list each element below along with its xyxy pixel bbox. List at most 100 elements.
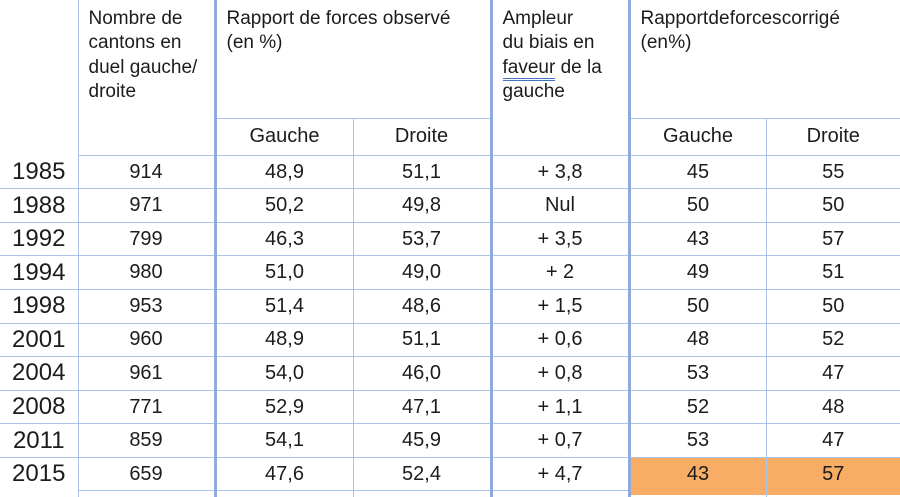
table-row-2015: 2015 659 47,6 52,4 + 4,7 43 57 bbox=[0, 456, 900, 491]
spacer-cell bbox=[78, 490, 217, 497]
year-cell: 2004 bbox=[0, 356, 79, 391]
subheader-observed-droite: Droite bbox=[353, 117, 493, 156]
corrected-droite-cell: 48 bbox=[766, 389, 900, 424]
observed-droite-cell: 48,6 bbox=[353, 289, 493, 324]
header-bias-underlined-word: faveur bbox=[502, 56, 556, 81]
cantons-cell: 914 bbox=[78, 154, 217, 189]
spacer-cell bbox=[353, 490, 493, 497]
year-cell: 1998 bbox=[0, 289, 79, 324]
bias-cell: + 0,8 bbox=[491, 356, 631, 391]
bias-cell: + 2 bbox=[491, 255, 631, 290]
corrected-gauche-cell: 43 bbox=[629, 221, 767, 256]
cantons-cell: 771 bbox=[78, 389, 217, 424]
table-row-1994: 1994 980 51,0 49,0 + 2 49 51 bbox=[0, 255, 900, 290]
corrected-droite-cell: 50 bbox=[766, 289, 900, 324]
subheader-corrected-gauche: Gauche bbox=[629, 117, 767, 156]
subheader-row: Gauche Droite Gauche Droite bbox=[0, 117, 900, 156]
observed-gauche-cell: 52,9 bbox=[215, 389, 354, 424]
observed-droite-cell: 47,1 bbox=[353, 389, 493, 424]
table-row-1988: 1988 971 50,2 49,8 Nul 50 50 bbox=[0, 188, 900, 223]
corrected-gauche-cell: 53 bbox=[629, 423, 767, 458]
cantons-cell: 961 bbox=[78, 356, 217, 391]
bias-cell: + 1,5 bbox=[491, 289, 631, 324]
observed-droite-cell: 52,4 bbox=[353, 456, 493, 491]
corrected-droite-cell: 55 bbox=[766, 154, 900, 189]
year-cell: 2011 bbox=[0, 423, 79, 458]
observed-gauche-cell: 50,2 bbox=[215, 188, 354, 223]
corrected-gauche-cell: 49 bbox=[629, 255, 767, 290]
header-observed: Rapport de forces observé (en %) bbox=[215, 0, 493, 119]
table-row-1998: 1998 953 51,4 48,6 + 1,5 50 50 bbox=[0, 289, 900, 324]
header-corrected-unit: (en %) bbox=[640, 32, 692, 54]
spacer-cell bbox=[0, 490, 79, 497]
corrected-gauche-cell: 45 bbox=[629, 154, 767, 189]
bias-cell: Nul bbox=[491, 188, 631, 223]
spacer-cell-orange-bleed bbox=[629, 490, 767, 497]
year-cell: 2001 bbox=[0, 322, 79, 357]
year-cell: 1988 bbox=[0, 188, 79, 223]
group-header-row: Nombre de cantons en duel gauche/ droite… bbox=[0, 0, 900, 156]
corrected-droite-cell: 57 bbox=[766, 221, 900, 256]
bias-cell: + 4,7 bbox=[491, 456, 631, 491]
cantons-cell: 799 bbox=[78, 221, 217, 256]
observed-droite-cell: 49,8 bbox=[353, 188, 493, 223]
header-bias-prefix: Ampleur du biais en bbox=[502, 8, 595, 54]
cantons-cell: 960 bbox=[78, 322, 217, 357]
cantons-cell: 659 bbox=[78, 456, 217, 491]
header-observed-label: Rapport de forces observé bbox=[226, 8, 451, 29]
corrected-droite-cell: 52 bbox=[766, 322, 900, 357]
corrected-gauche-cell-highlighted: 43 bbox=[629, 456, 767, 491]
header-corrected: Rapport de forces corrigé (en %) bbox=[629, 0, 900, 118]
observed-gauche-cell: 47,6 bbox=[215, 456, 354, 491]
corrected-droite-cell: 51 bbox=[766, 255, 900, 290]
year-cell: 2015 bbox=[0, 456, 79, 491]
spacer-cell-orange-bleed bbox=[766, 490, 900, 497]
header-cantons: Nombre de cantons en duel gauche/ droite bbox=[78, 0, 217, 156]
corrected-droite-cell: 47 bbox=[766, 423, 900, 458]
year-cell: 1992 bbox=[0, 221, 79, 256]
corrected-gauche-cell: 52 bbox=[629, 389, 767, 424]
observed-gauche-cell: 48,9 bbox=[215, 154, 354, 189]
bias-cell: + 3,8 bbox=[491, 154, 631, 189]
observed-droite-cell: 46,0 bbox=[353, 356, 493, 391]
table-row-2004: 2004 961 54,0 46,0 + 0,8 53 47 bbox=[0, 356, 900, 391]
corrected-droite-cell: 50 bbox=[766, 188, 900, 223]
corrected-gauche-cell: 50 bbox=[629, 188, 767, 223]
year-cell: 1994 bbox=[0, 255, 79, 290]
table-row-1985: 1985 914 48,9 51,1 + 3,8 45 55 bbox=[0, 154, 900, 189]
observed-droite-cell: 51,1 bbox=[353, 154, 493, 189]
table-row-1992: 1992 799 46,3 53,7 + 3,5 43 57 bbox=[0, 221, 900, 256]
observed-droite-cell: 45,9 bbox=[353, 423, 493, 458]
subheader-observed-gauche: Gauche bbox=[215, 117, 354, 156]
year-column-header bbox=[0, 0, 79, 156]
year-cell: 1985 bbox=[0, 155, 79, 189]
cantons-cell: 971 bbox=[78, 188, 217, 223]
observed-gauche-cell: 46,3 bbox=[215, 221, 354, 256]
corrected-gauche-cell: 50 bbox=[629, 289, 767, 324]
header-corrected-label: Rapport de forces corrigé bbox=[640, 8, 840, 29]
corrected-droite-cell-highlighted: 57 bbox=[766, 456, 900, 491]
corrected-gauche-cell: 53 bbox=[629, 356, 767, 391]
observed-gauche-cell: 54,0 bbox=[215, 356, 354, 391]
observed-droite-cell: 53,7 bbox=[353, 221, 493, 256]
bottom-spacer-row bbox=[0, 490, 900, 497]
observed-droite-cell: 49,0 bbox=[353, 255, 493, 290]
corrected-gauche-cell: 48 bbox=[629, 322, 767, 357]
bias-cell: + 0,7 bbox=[491, 423, 631, 458]
cantons-cell: 953 bbox=[78, 289, 217, 324]
subheader-corrected-droite: Droite bbox=[766, 117, 900, 156]
observed-gauche-cell: 51,0 bbox=[215, 255, 354, 290]
cantons-cell: 859 bbox=[78, 423, 217, 458]
table-row-2001: 2001 960 48,9 51,1 + 0,6 48 52 bbox=[0, 322, 900, 357]
observed-gauche-cell: 51,4 bbox=[215, 289, 354, 324]
corrected-droite-cell: 47 bbox=[766, 356, 900, 391]
bias-cell: + 3,5 bbox=[491, 221, 631, 256]
year-cell: 2008 bbox=[0, 389, 79, 424]
observed-gauche-cell: 48,9 bbox=[215, 322, 354, 357]
header-observed-unit: (en %) bbox=[226, 32, 283, 54]
bias-cell: + 0,6 bbox=[491, 322, 631, 357]
cantons-cell: 980 bbox=[78, 255, 217, 290]
observed-gauche-cell: 54,1 bbox=[215, 423, 354, 458]
